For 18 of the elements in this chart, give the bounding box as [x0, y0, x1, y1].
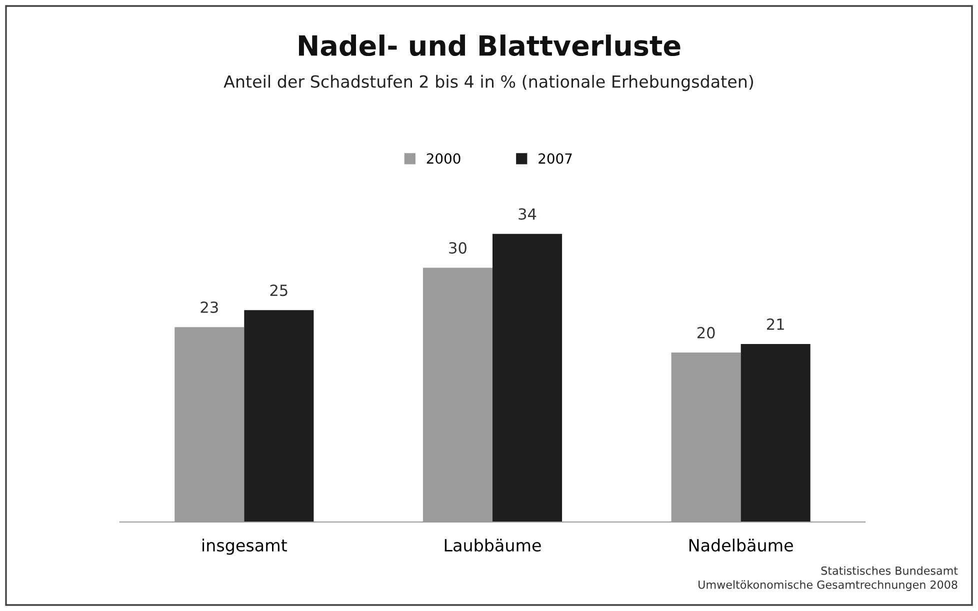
chart-title: Nadel- und Blattverluste	[298, 34, 680, 56]
chart-subtitle: Anteil der Schadstufen 2 bis 4 in % (nationale Erhebungsdaten)	[224, 74, 754, 92]
data-label: 21	[767, 318, 784, 330]
legend-label: 2007	[538, 153, 572, 164]
bar	[492, 234, 562, 522]
bar	[244, 310, 314, 522]
data-label: 25	[270, 284, 288, 296]
data-label: 34	[518, 208, 536, 220]
legend-label: 2000	[426, 153, 460, 164]
x-tick-label: insgesamt	[202, 538, 287, 555]
bar	[740, 344, 810, 522]
x-tick-label: Laubbäume	[444, 538, 541, 552]
data-label: 23	[200, 301, 218, 314]
data-label: 20	[697, 326, 715, 338]
x-tick-label: Nadelbäume	[689, 538, 793, 552]
data-label: 30	[449, 242, 466, 254]
text: Statistisches Bundesamt	[821, 566, 958, 575]
text: Umweltökonomische Gesamtrechnungen 2008	[698, 580, 958, 591]
